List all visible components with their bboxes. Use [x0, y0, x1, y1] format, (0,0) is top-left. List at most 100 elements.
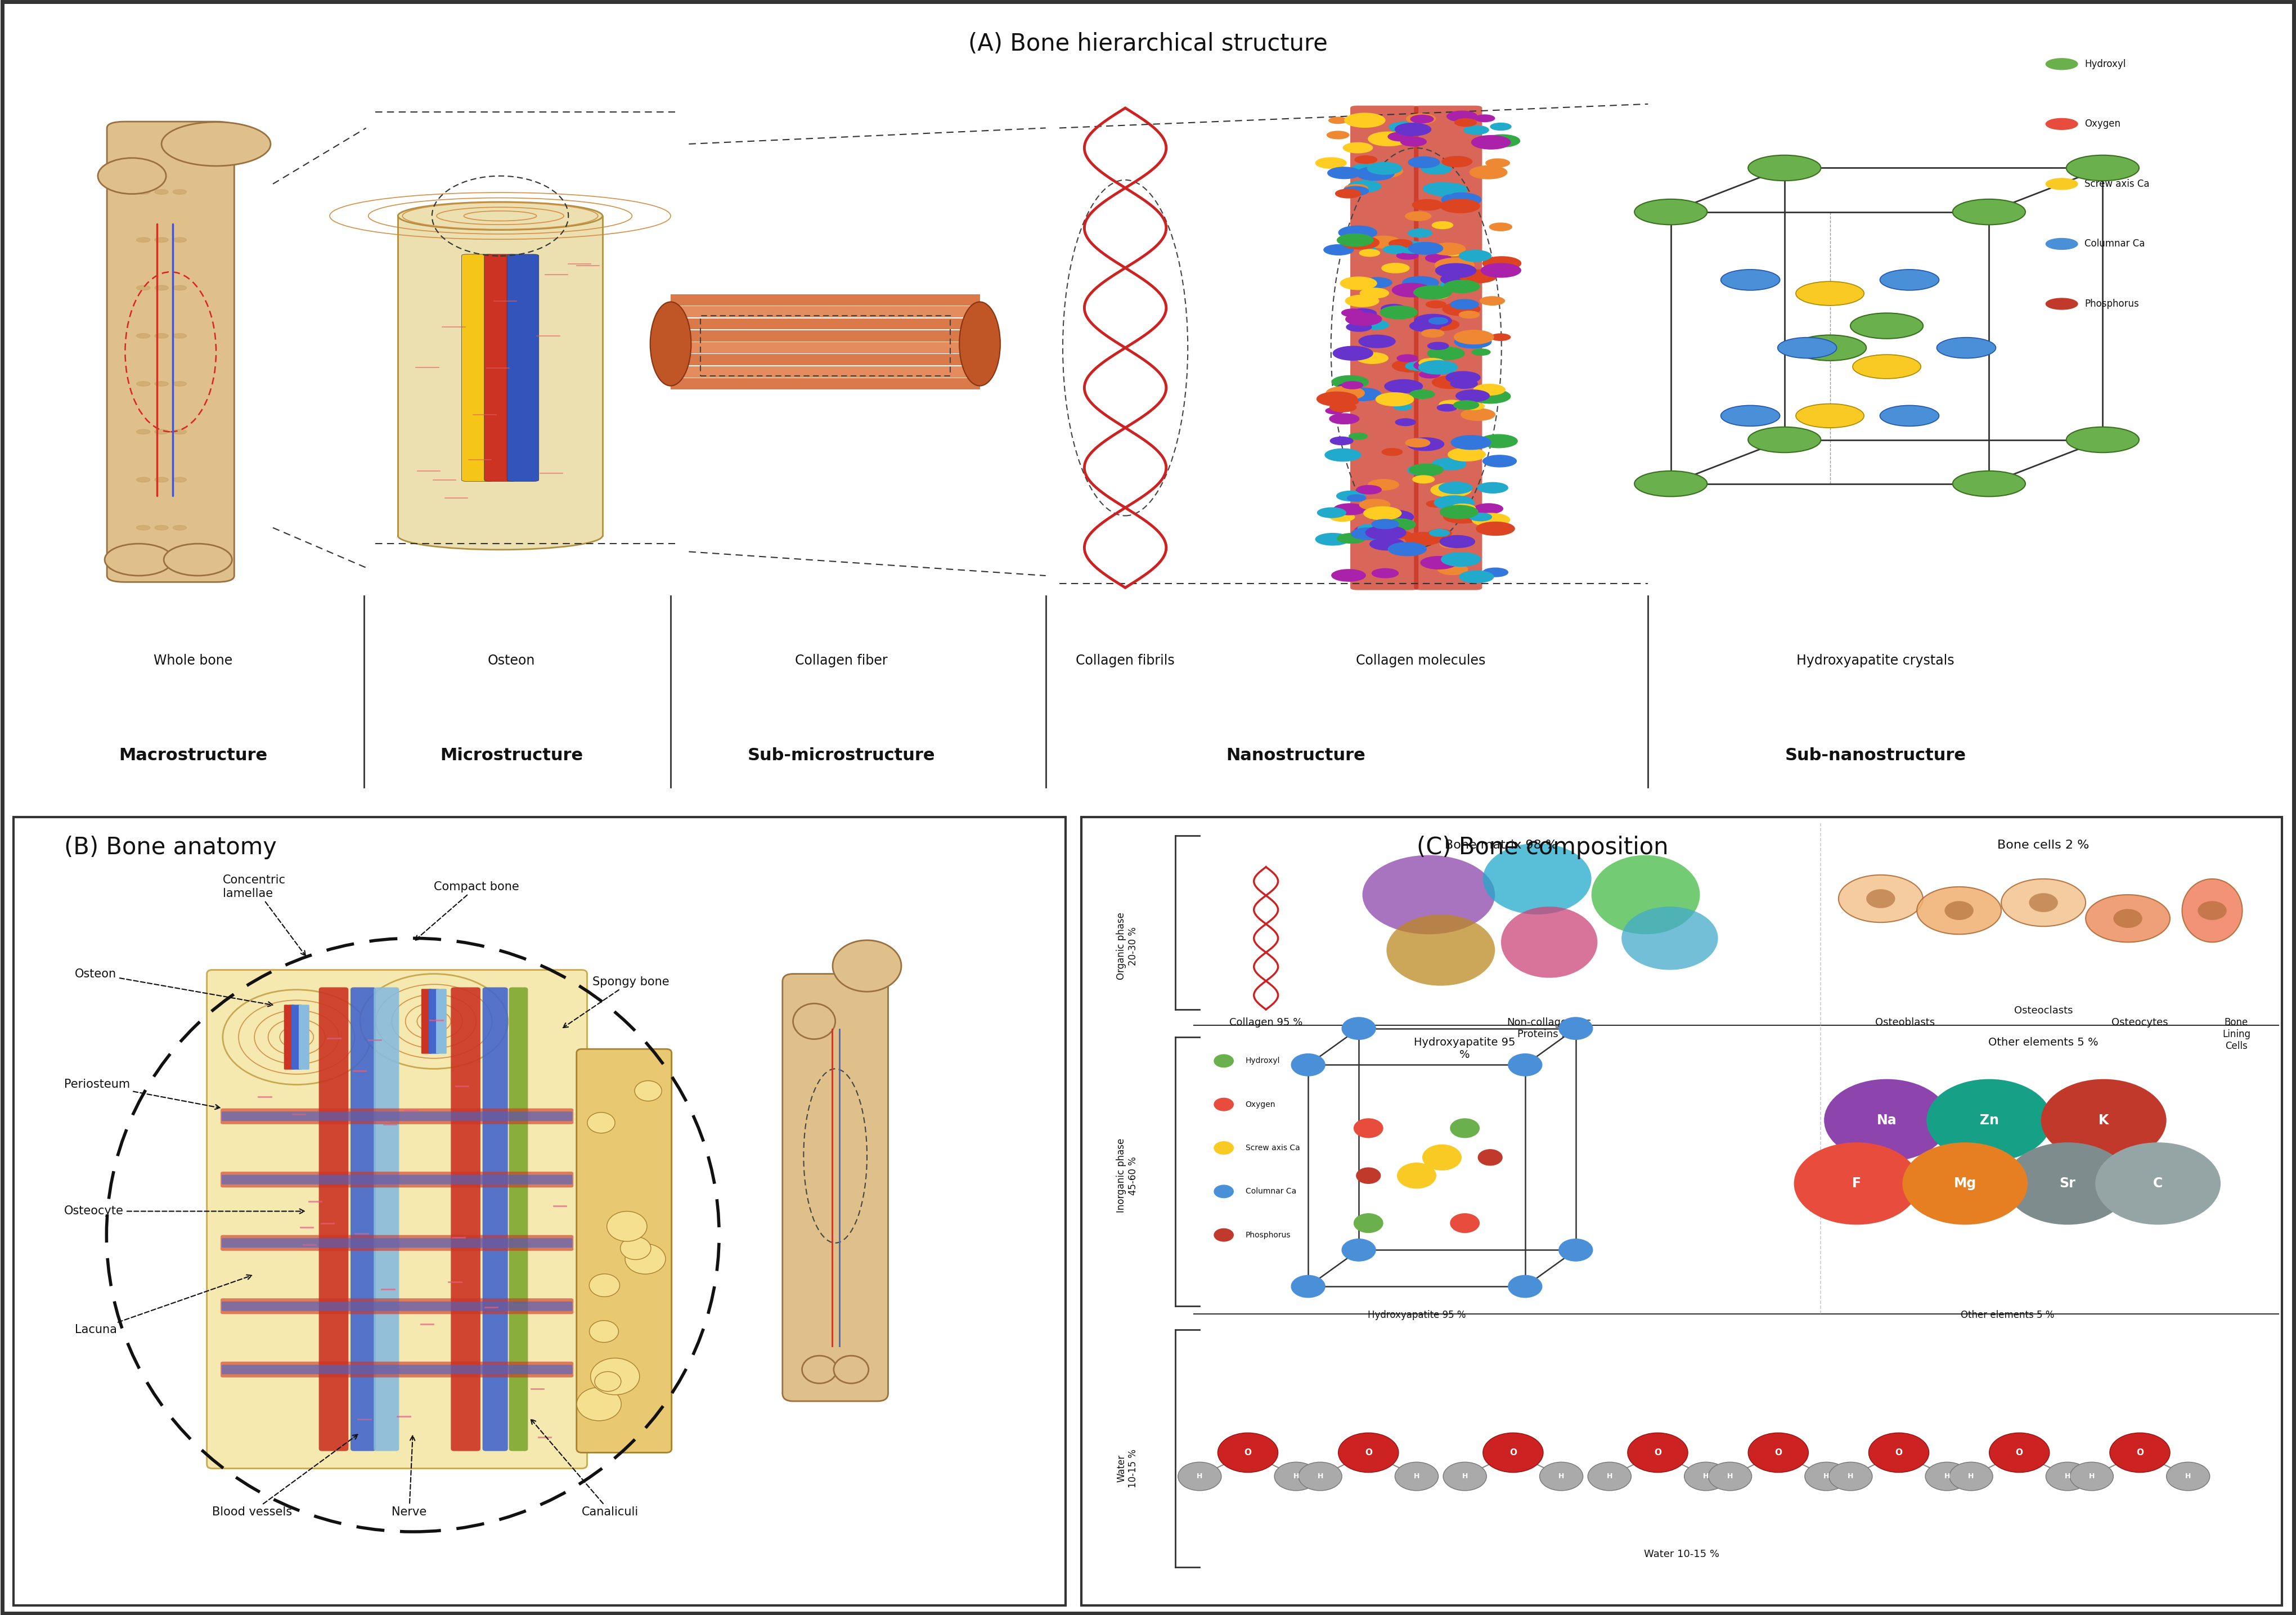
Circle shape [1345, 113, 1384, 128]
Circle shape [1325, 407, 1343, 413]
Text: H: H [1727, 1473, 1733, 1479]
Circle shape [1460, 570, 1495, 583]
Text: H: H [1848, 1473, 1853, 1479]
Circle shape [1336, 397, 1359, 405]
Text: Compact bone: Compact bone [416, 882, 519, 940]
Circle shape [634, 1080, 661, 1101]
Circle shape [1378, 528, 1403, 536]
Circle shape [2046, 118, 2078, 129]
FancyBboxPatch shape [292, 1005, 303, 1069]
Text: Osteocytes: Osteocytes [2112, 1017, 2167, 1027]
Circle shape [1453, 329, 1495, 344]
Circle shape [1777, 338, 1837, 359]
Circle shape [135, 381, 149, 386]
Circle shape [1458, 312, 1479, 318]
Circle shape [1348, 181, 1382, 192]
Circle shape [1217, 1433, 1279, 1473]
Circle shape [135, 430, 149, 434]
Ellipse shape [397, 202, 602, 229]
Text: Osteocyte: Osteocyte [64, 1206, 305, 1216]
Circle shape [1343, 142, 1373, 153]
Circle shape [1371, 520, 1398, 528]
Ellipse shape [1387, 914, 1495, 985]
Text: Blood vessels: Blood vessels [211, 1434, 358, 1518]
Circle shape [1357, 486, 1382, 494]
Circle shape [1938, 338, 1995, 359]
Text: H: H [1414, 1473, 1419, 1479]
Text: Phosphorus: Phosphorus [2085, 299, 2140, 308]
Circle shape [1336, 234, 1373, 247]
Circle shape [1508, 1276, 1543, 1297]
Circle shape [2197, 901, 2227, 921]
Text: Phosphorus: Phosphorus [1244, 1231, 1290, 1239]
Circle shape [1341, 276, 1378, 289]
Circle shape [135, 189, 149, 194]
FancyBboxPatch shape [220, 1361, 574, 1378]
Circle shape [1589, 1462, 1630, 1491]
Text: Hydroxyl: Hydroxyl [1244, 1056, 1281, 1064]
Circle shape [1474, 115, 1495, 121]
Ellipse shape [801, 1355, 836, 1384]
Circle shape [1334, 346, 1373, 360]
Circle shape [1398, 1163, 1435, 1189]
Circle shape [1460, 409, 1495, 420]
Circle shape [1465, 334, 1488, 342]
Circle shape [1329, 118, 1348, 124]
Circle shape [1440, 401, 1465, 409]
Circle shape [1476, 522, 1515, 536]
Circle shape [1410, 464, 1444, 476]
Circle shape [1366, 236, 1401, 249]
Ellipse shape [1502, 906, 1598, 977]
Circle shape [1635, 199, 1708, 224]
FancyBboxPatch shape [220, 1171, 574, 1187]
FancyBboxPatch shape [223, 1111, 572, 1121]
Circle shape [590, 1274, 620, 1297]
Circle shape [1396, 418, 1417, 426]
Text: (A) Bone hierarchical structure: (A) Bone hierarchical structure [969, 32, 1327, 55]
Circle shape [1486, 134, 1520, 147]
Circle shape [1795, 404, 1864, 428]
Circle shape [1352, 163, 1380, 174]
Circle shape [1428, 530, 1451, 538]
Circle shape [1327, 386, 1364, 401]
Ellipse shape [650, 302, 691, 386]
Circle shape [1389, 543, 1426, 556]
FancyBboxPatch shape [670, 307, 980, 318]
Circle shape [1368, 163, 1403, 174]
Circle shape [1375, 392, 1414, 405]
Circle shape [1387, 241, 1424, 254]
Circle shape [1433, 221, 1453, 229]
FancyBboxPatch shape [429, 988, 439, 1053]
Circle shape [1949, 1462, 1993, 1491]
Circle shape [1396, 241, 1428, 254]
Circle shape [1805, 1462, 1848, 1491]
Text: O: O [1775, 1449, 1782, 1457]
Circle shape [1486, 158, 1511, 166]
Text: Na: Na [1876, 1113, 1896, 1127]
Circle shape [1359, 249, 1380, 257]
Circle shape [1472, 514, 1511, 526]
Circle shape [1428, 318, 1449, 325]
Circle shape [1345, 184, 1368, 192]
Text: (B) Bone anatomy: (B) Bone anatomy [64, 835, 278, 859]
Circle shape [2046, 299, 2078, 310]
Text: Non-collagenous
Proteins 5 %: Non-collagenous Proteins 5 % [1506, 1017, 1591, 1038]
Circle shape [1426, 300, 1446, 308]
Circle shape [1451, 1119, 1479, 1137]
Text: H: H [1704, 1473, 1708, 1479]
Circle shape [1481, 297, 1504, 305]
Ellipse shape [2085, 895, 2170, 942]
Circle shape [1341, 1017, 1375, 1040]
Circle shape [1430, 483, 1472, 497]
Circle shape [1793, 334, 1867, 360]
Circle shape [1405, 212, 1430, 221]
Circle shape [1380, 305, 1417, 318]
Text: O: O [1508, 1449, 1518, 1457]
Circle shape [1405, 362, 1430, 370]
Circle shape [154, 189, 168, 194]
Circle shape [1830, 1462, 1871, 1491]
Circle shape [1483, 455, 1515, 467]
Text: C: C [2154, 1177, 2163, 1190]
Circle shape [1426, 291, 1449, 299]
Text: Mg: Mg [1954, 1177, 1977, 1190]
